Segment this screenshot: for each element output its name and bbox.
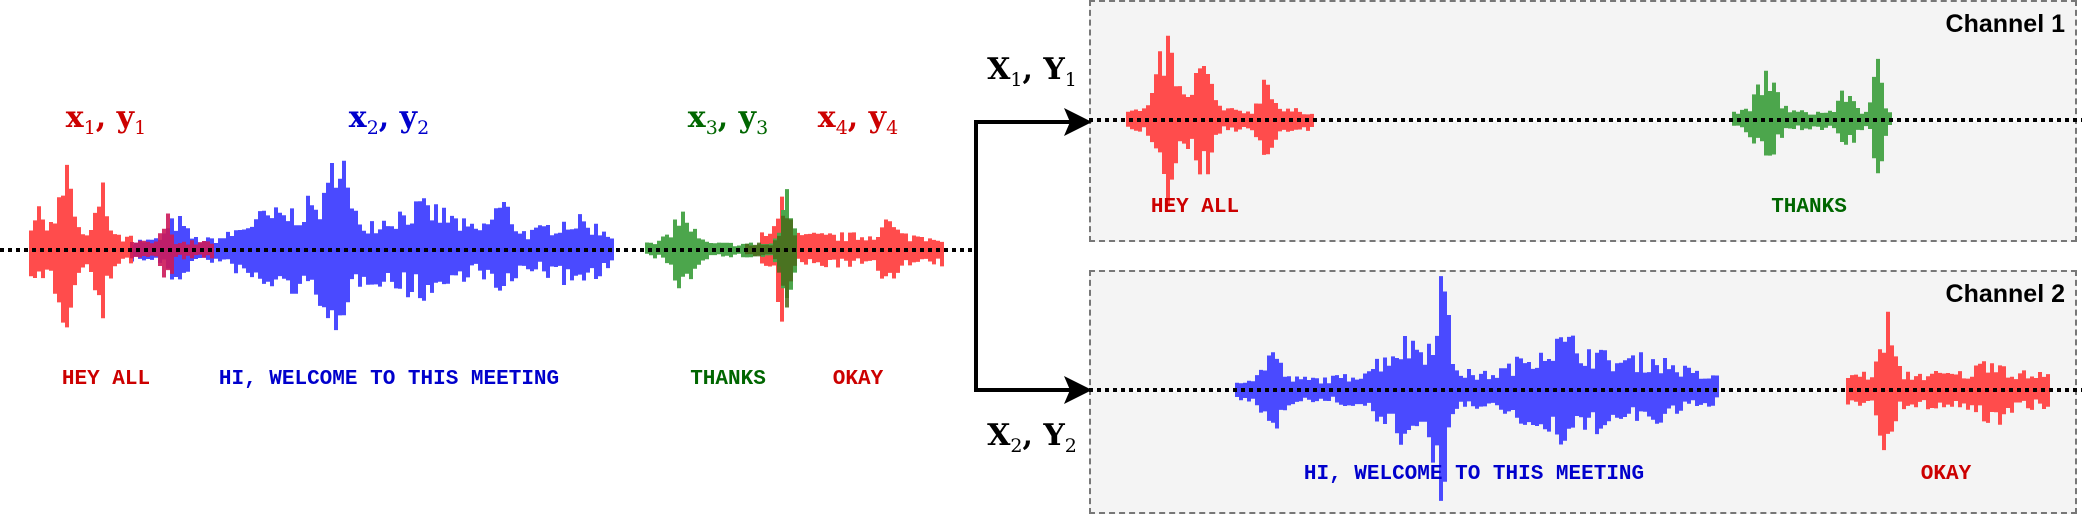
waveform-mixture-speaker-2: [130, 160, 614, 331]
channel-1-transcript-hey-all: HEY ALL: [1150, 196, 1240, 219]
output-1-label: X1, Y1: [987, 52, 1077, 91]
segment-4-label: x4, y4: [817, 100, 899, 139]
segment-3-label: x3, y3: [687, 100, 769, 139]
channel-2-transcript-okay: OKAY: [1920, 463, 1972, 486]
channel-1-title: Channel 1: [1945, 10, 2065, 38]
channel-2-title: Channel 2: [1945, 280, 2065, 308]
channel-2-transcript-welcome: HI, WELCOME TO THIS MEETING: [1303, 463, 1645, 486]
transcript-okay: OKAY: [832, 368, 884, 391]
waveform-channel-1-thanks: [1732, 58, 1892, 174]
waveform-channel-2-okay: [1846, 311, 2050, 451]
waveform-mixture-overlap: [745, 215, 797, 308]
channel-1-transcript-thanks: THANKS: [1771, 196, 1847, 219]
waveform-mixture-speaker-1-tail: [130, 213, 214, 278]
split-bracket: [974, 120, 1087, 392]
segment-1-label: x1, y1: [65, 100, 147, 139]
arrow-head-channel-1: [1064, 108, 1092, 136]
transcript-hey-all: HEY ALL: [61, 368, 151, 391]
waveform-mixture-speaker-3: [645, 189, 797, 298]
transcript-welcome: HI, WELCOME TO THIS MEETING: [218, 368, 560, 391]
output-2-label: X2, Y2: [987, 418, 1077, 457]
transcript-thanks: THANKS: [690, 368, 766, 391]
segment-2-label: x2, y2: [348, 100, 430, 139]
waveform-mixture-speaker-1: [29, 164, 133, 328]
arrow-head-channel-2: [1064, 376, 1092, 404]
waveform-mixture-speaker-4: [760, 196, 944, 322]
